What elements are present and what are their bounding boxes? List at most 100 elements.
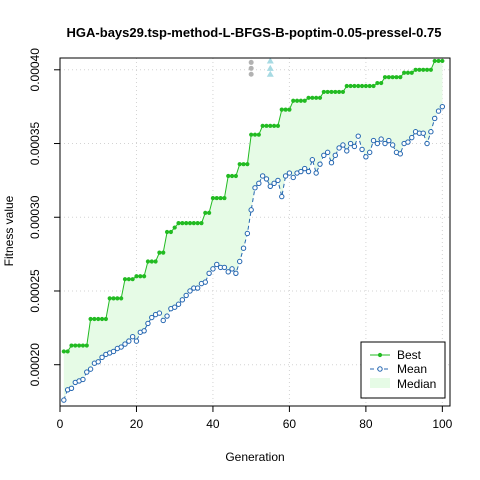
best-point: [359, 83, 365, 89]
mean-point: [99, 354, 105, 361]
mean-point: [367, 149, 373, 156]
best-point: [218, 195, 223, 201]
best-point: [84, 343, 89, 348]
best-point: [65, 349, 70, 354]
mean-point: [252, 185, 258, 191]
mean-point: [118, 344, 124, 350]
mean-point: [432, 115, 438, 122]
best-point: [233, 173, 238, 179]
best-point: [138, 274, 143, 279]
best-point: [272, 123, 277, 128]
mean-point: [194, 285, 201, 291]
annotation-markers: [248, 57, 274, 77]
best-point: [180, 221, 185, 226]
best-point: [432, 58, 437, 64]
best-point: [436, 58, 441, 64]
best-point: [187, 221, 193, 226]
best-point: [149, 259, 154, 264]
best-point: [394, 75, 399, 80]
chart-title: HGA-bays29.tsp-method-L-BFGS-B-poptim-0.…: [67, 25, 442, 40]
annotation-triangle: [266, 64, 274, 71]
mean-point: [206, 270, 212, 276]
mean-point: [359, 146, 365, 153]
mean-point: [374, 140, 381, 147]
mean-point: [133, 338, 140, 344]
best-point: [314, 95, 319, 100]
mean-point: [428, 129, 434, 135]
mean-point: [317, 161, 323, 167]
plot-frame: [59, 57, 451, 407]
best-point: [142, 274, 147, 279]
best-point: [199, 221, 204, 226]
y-tick-label: 0.00025: [28, 269, 42, 313]
best-point: [145, 259, 151, 264]
mean-series: [61, 103, 446, 403]
mean-point: [275, 177, 281, 184]
x-tick-label: 100: [432, 417, 452, 431]
best-point: [222, 195, 227, 201]
mean-point: [145, 320, 151, 327]
mean-point: [355, 133, 361, 139]
mean-point: [229, 266, 235, 272]
best-point: [256, 132, 261, 137]
best-point: [340, 89, 346, 95]
best-point: [69, 343, 74, 348]
annotation-circle: [248, 65, 254, 71]
best-point: [122, 277, 128, 282]
mean-point: [424, 140, 430, 147]
mean-point: [61, 397, 67, 403]
mean-point: [405, 139, 411, 145]
mean-point: [172, 304, 178, 310]
mean-point: [420, 130, 426, 136]
mean-point: [347, 140, 354, 147]
best-point: [237, 162, 242, 167]
best-point: [119, 296, 124, 301]
mean-point: [271, 180, 277, 187]
mean-point: [141, 328, 147, 334]
best-point: [241, 162, 246, 167]
best-point: [363, 83, 368, 89]
mean-point: [313, 170, 319, 176]
mean-point: [298, 168, 304, 175]
best-point: [172, 225, 177, 230]
mean-point: [439, 103, 446, 110]
best-point: [191, 221, 196, 226]
best-point: [402, 70, 407, 75]
best-point: [96, 316, 101, 322]
best-point: [352, 83, 357, 89]
best-point: [61, 349, 66, 354]
mean-point: [302, 165, 308, 172]
best-point: [130, 277, 135, 282]
mean-point: [187, 288, 193, 294]
best-point: [386, 75, 391, 80]
best-point: [329, 89, 334, 95]
mean-point: [279, 193, 285, 200]
mean-point: [378, 136, 384, 142]
best-point: [134, 274, 139, 279]
mean-point: [263, 176, 270, 182]
mean-point: [309, 157, 316, 163]
best-point: [103, 316, 108, 322]
y-tick-label: 0.00035: [28, 122, 42, 166]
mean-point: [321, 152, 327, 159]
best-point: [153, 259, 158, 264]
mean-point: [87, 366, 94, 372]
best-point: [325, 89, 330, 95]
mean-point: [282, 173, 289, 179]
median-band: [63, 60, 443, 401]
mean-point: [267, 183, 273, 189]
mean-point: [240, 245, 247, 251]
mean-point: [435, 108, 442, 114]
best-point: [107, 296, 112, 301]
legend-key-best-point: [377, 352, 383, 358]
best-point: [382, 75, 388, 80]
best-point: [268, 123, 273, 128]
legend-box: [360, 341, 446, 399]
legend: Best Mean Median: [360, 341, 446, 399]
legend-key-mean-point: [377, 366, 383, 372]
best-point: [371, 83, 376, 89]
mean-point: [332, 152, 338, 159]
best-point: [249, 132, 254, 137]
mean-point: [126, 338, 132, 344]
mean-point: [248, 207, 254, 213]
